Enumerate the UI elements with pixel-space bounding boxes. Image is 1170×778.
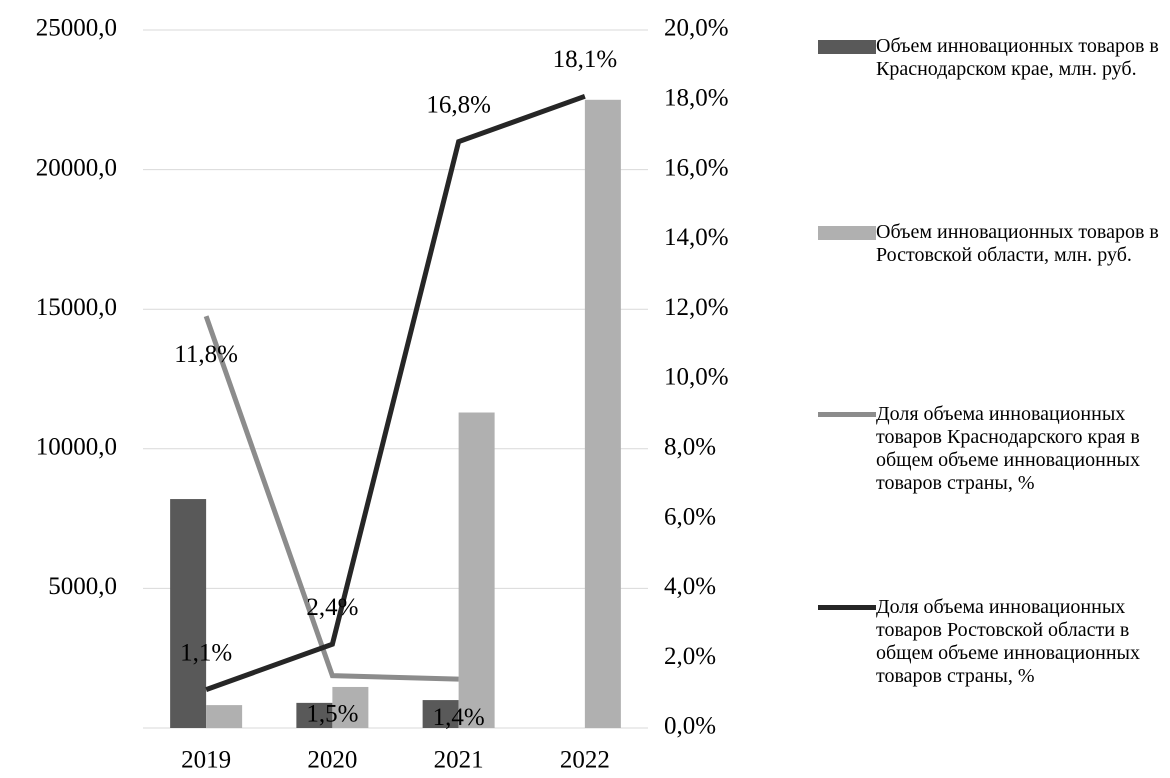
y2-tick-label: 8,0% — [664, 434, 716, 461]
line — [203, 315, 459, 682]
y2-tick-label: 14,0% — [664, 224, 729, 251]
legend-swatch — [818, 403, 876, 426]
swatch — [818, 39, 876, 54]
swatch — [818, 412, 876, 417]
data-label: 11,8% — [174, 341, 238, 368]
data-label: 1,4% — [433, 704, 485, 731]
y2-tick-label: 20,0% — [664, 15, 729, 42]
y2-tick-label: 2,0% — [664, 643, 716, 670]
legend-swatch — [818, 596, 876, 619]
bar — [458, 412, 495, 728]
data-label: 1,1% — [180, 639, 232, 666]
legend-entry: Доля объема инновационных товаров Ростов… — [818, 596, 1168, 688]
y-tick-label: 10000,0 — [36, 434, 117, 461]
legend-swatch — [818, 35, 876, 58]
y2-tick-label: 18,0% — [664, 85, 729, 112]
y2-tick-label: 16,0% — [664, 154, 729, 181]
swatch — [818, 605, 876, 610]
bar — [170, 499, 207, 728]
legend-entry: Объем инновационных товаров в Ростовской… — [818, 221, 1168, 267]
line — [205, 93, 586, 692]
swatch — [818, 225, 876, 240]
y-tick-label: 25000,0 — [36, 15, 117, 42]
legend-entry: Доля объема инновационных товаров Красно… — [818, 403, 1168, 495]
data-label: 2,4% — [306, 594, 358, 621]
legend-label: Объем инновационных товаров в Ростовской… — [876, 221, 1159, 266]
y2-tick-label: 6,0% — [664, 503, 716, 530]
y2-tick-label: 0,0% — [664, 713, 716, 740]
bar — [584, 99, 621, 729]
legend-entry: Объем инновационных товаров в Краснодарс… — [818, 35, 1168, 81]
y2-tick-label: 10,0% — [664, 364, 729, 391]
data-label: 18,1% — [553, 46, 618, 73]
y-tick-label: 5000,0 — [48, 573, 117, 600]
y-tick-label: 20000,0 — [36, 154, 117, 181]
data-label: 16,8% — [426, 91, 491, 118]
bar — [422, 700, 459, 728]
bar — [206, 705, 243, 728]
y2-tick-label: 12,0% — [664, 294, 729, 321]
x-tick-label: 2020 — [307, 747, 357, 774]
bar — [332, 686, 369, 728]
legend-swatch — [818, 221, 876, 244]
legend-label: Доля объема инновационных товаров Ростов… — [876, 596, 1140, 687]
legend-label: Доля объема инновационных товаров Красно… — [876, 403, 1140, 494]
x-tick-label: 2021 — [434, 747, 484, 774]
bar — [296, 702, 333, 728]
x-tick-label: 2022 — [560, 747, 610, 774]
y2-tick-label: 4,0% — [664, 573, 716, 600]
legend-label: Объем инновационных товаров в Краснодарс… — [876, 35, 1159, 80]
x-tick-label: 2019 — [181, 747, 231, 774]
data-label: 1,5% — [306, 700, 358, 727]
y-tick-label: 15000,0 — [36, 294, 117, 321]
